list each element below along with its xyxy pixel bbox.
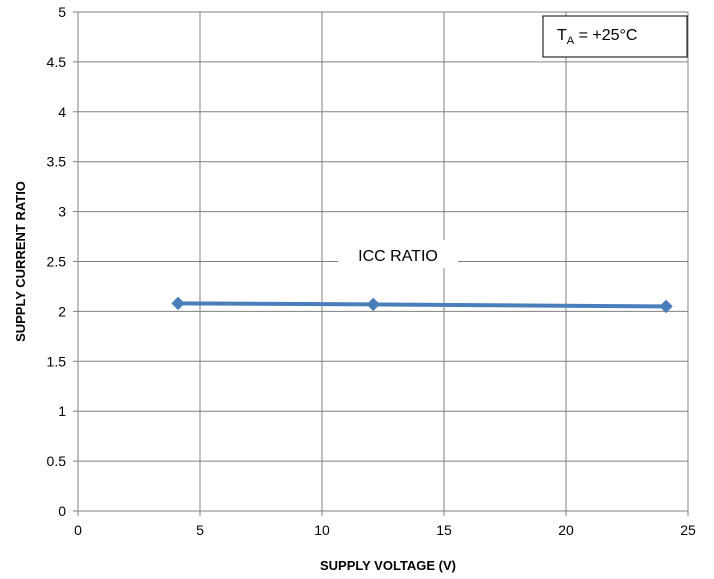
y-tick-label: 3: [58, 204, 66, 220]
x-tick-label: 10: [314, 522, 330, 538]
series-label-background: [338, 240, 458, 268]
x-axis-title: SUPPLY VOLTAGE (V): [320, 558, 456, 573]
x-tick-label: 5: [196, 522, 204, 538]
y-tick-label: 5: [58, 4, 66, 20]
x-tick-label: 15: [436, 522, 452, 538]
y-tick-label: 2.5: [47, 254, 67, 270]
condition-box: [542, 15, 688, 58]
condition-prefix: T: [557, 27, 567, 44]
y-tick-label: 0: [58, 503, 66, 519]
x-tick-label: 20: [558, 522, 574, 538]
y-tick-label: 2: [58, 303, 66, 319]
y-tick-label: 4: [58, 104, 66, 120]
y-tick-label: 0.5: [47, 453, 67, 469]
x-tick-label: 0: [74, 522, 82, 538]
y-tick-label: 1.5: [47, 353, 67, 369]
data-series: [171, 296, 673, 314]
series-label-icc-ratio: ICC RATIO: [358, 248, 438, 265]
x-tick-label: 25: [680, 522, 696, 538]
condition-annotation: TA = +25°C: [557, 27, 637, 47]
data-point-marker: [171, 296, 185, 311]
y-tick-label: 4.5: [47, 54, 67, 70]
y-tick-label: 3.5: [47, 154, 67, 170]
y-axis-title: SUPPLY CURRENT RATIO: [13, 181, 28, 342]
y-tick-label: 1: [58, 403, 66, 419]
data-point-marker: [659, 299, 673, 314]
data-point-marker: [366, 297, 380, 312]
condition-subscript: A: [567, 35, 575, 47]
condition-suffix: = +25°C: [574, 27, 637, 44]
tick-labels: 0 0.5 1 1.5 2 2.5 3 3.5 4 4.5 5 0 5 10 15 20 25: [47, 4, 696, 538]
